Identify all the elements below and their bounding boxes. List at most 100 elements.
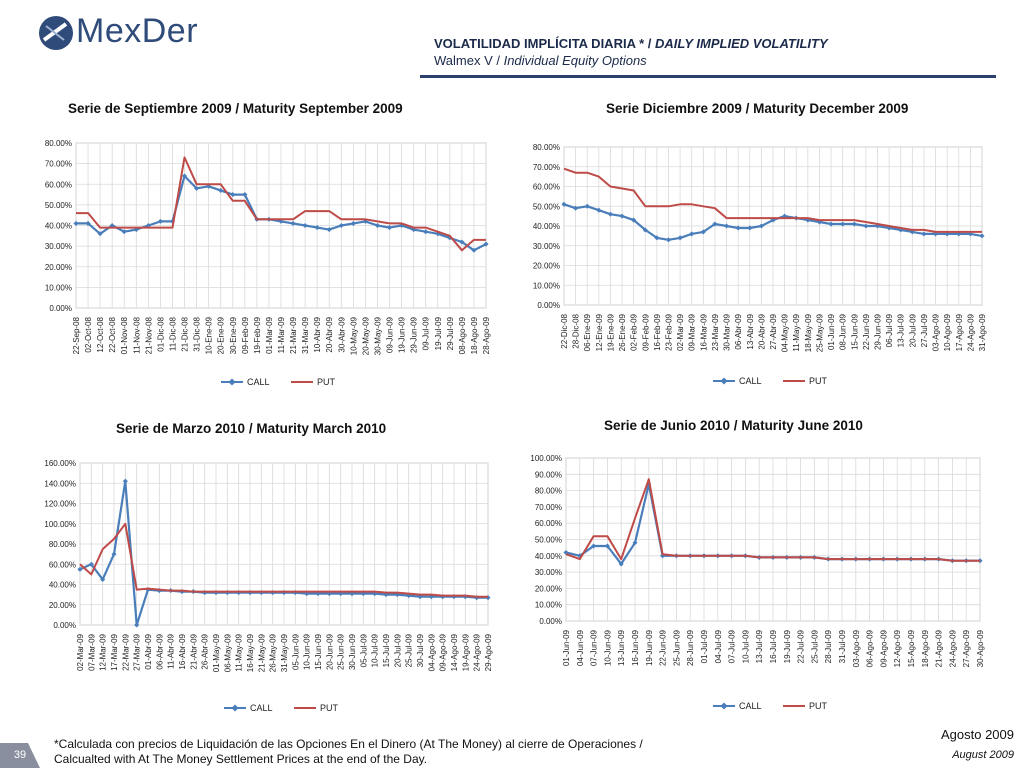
x-tick-label: 30-May-09 [373,316,382,355]
page-title-en: DAILY IMPLIED VOLATILITY [655,36,828,51]
chart-panel-sep-2009: Serie de Septiembre 2009 / Maturity Sept… [28,95,498,395]
call-point [181,173,188,179]
x-tick-label: 03-Ago-09 [932,313,941,351]
y-tick-label: 80.00% [533,143,560,152]
x-tick-label: 31-Dic-08 [193,316,202,351]
call-point [758,223,764,229]
x-tick-label: 30-Ene-09 [229,316,238,354]
y-tick-label: 140.00% [44,479,76,488]
call-point [194,185,200,191]
x-tick-label: 19-Ago-09 [461,633,470,671]
chart-panel-mar-2010: Serie de Marzo 2010 / Maturity March 201… [28,415,498,720]
x-tick-label: 27-Mar-09 [133,633,142,670]
x-tick-label: 09-Feb-09 [641,313,650,350]
x-tick-label: 29-Ago-09 [484,633,493,671]
y-tick-label: 40.00% [533,222,560,231]
x-tick-label: 20-Abr-09 [325,316,334,352]
mexder-logo: MexDer [36,12,198,54]
call-point [230,192,236,198]
call-point [374,222,381,229]
y-tick-label: 70.00% [535,503,562,512]
x-tick-label: 10-Jun-09 [603,629,612,666]
x-tick-label: 07-Jul-09 [728,629,737,663]
x-tick-label: 13-Jul-09 [897,313,906,347]
call-point [100,576,106,582]
x-tick-label: 20-Abr-09 [757,313,766,349]
x-tick-label: 22-Mar-09 [121,633,130,670]
x-tick-label: 16-Mar-09 [699,313,708,350]
y-tick-label: 40.00% [45,222,72,231]
call-point [88,561,94,567]
call-point [654,235,660,241]
x-tick-label: 06-Ene-09 [583,313,592,351]
y-tick-label: 60.00% [533,183,560,192]
x-tick-label: 09-Ago-09 [879,629,888,667]
call-point [459,239,465,245]
x-tick-label: 28-Jun-09 [686,629,695,666]
x-tick-label: 22-Jun-09 [862,313,871,350]
x-tick-label: 19-Ene-09 [606,313,615,351]
y-tick-label: 90.00% [535,470,562,479]
legend-label-put: PUT [809,376,828,386]
date-en: August 2009 [952,749,1014,761]
x-tick-label: 30-Jun-09 [348,633,357,670]
x-tick-label: 10-Ago-09 [943,313,952,351]
x-tick-label: 16-Jun-09 [631,629,640,666]
x-tick-label: 20-May-09 [361,316,370,355]
x-tick-label: 20-Jun-09 [325,633,334,670]
x-tick-label: 21-Mar-09 [289,316,298,353]
x-tick-label: 15-Jul-09 [382,633,391,667]
y-tick-label: 80.00% [535,487,562,496]
y-tick-label: 60.00% [45,180,72,189]
x-tick-label: 26-Abr-09 [201,633,210,669]
x-tick-label: 02-Mar-09 [676,313,685,350]
x-tick-label: 18-Ago-09 [470,316,479,354]
chart-jun-2010: Serie de Junio 2010 / Maturity June 2010… [530,418,985,711]
x-tick-label: 25-Jun-09 [672,629,681,666]
call-point [700,229,706,235]
page-title: VOLATILIDAD IMPLÍCITA DIARIA * / DAILY I… [434,36,828,51]
call-point [423,229,429,235]
x-tick-label: 06-Abr-09 [734,313,743,349]
x-tick-label: 02-Oct-08 [84,316,93,352]
x-tick-label: 08-Jun-09 [839,313,848,350]
legend-marker [231,704,239,712]
x-tick-label: 24-Ago-09 [966,313,975,351]
x-tick-label: 26-Ene-09 [618,313,627,351]
y-tick-label: 50.00% [535,536,562,545]
call-point [302,222,308,229]
x-tick-label: 15-Ago-09 [907,629,916,667]
y-tick-label: 20.00% [535,584,562,593]
x-tick-label: 12-Oct-08 [96,316,105,352]
x-tick-label: 19-Jul-09 [783,629,792,663]
chart-title: Serie de Marzo 2010 / Maturity March 201… [116,421,386,436]
x-tick-label: 10-Ene-09 [205,316,214,354]
y-tick-label: 0.00% [49,304,72,313]
footnote-en: Calcualted with At The Money Settlement … [54,752,428,766]
x-tick-label: 09-Feb-09 [241,316,250,353]
call-point [350,220,356,226]
x-tick-label: 10-Jul-09 [371,633,380,667]
y-tick-label: 20.00% [533,262,560,271]
x-tick-label: 06-Jul-09 [885,313,894,347]
x-tick-label: 21-May-09 [257,633,266,672]
x-tick-label: 20-Ene-09 [217,316,226,354]
x-tick-label: 17-Ago-09 [955,313,964,351]
x-tick-label: 31-Ago-09 [978,313,987,351]
x-tick-label: 07-Mar-09 [87,633,96,670]
legend-marker [720,377,728,385]
call-point [326,227,332,233]
chart-sep-2009: Serie de Septiembre 2009 / Maturity Sept… [45,101,491,387]
x-tick-label: 21-Nov-08 [144,316,153,354]
y-tick-label: 10.00% [535,601,562,610]
x-tick-label: 19-Jul-09 [434,316,443,350]
x-tick-label: 21-Abr-09 [189,633,198,669]
y-tick-label: 10.00% [533,281,560,290]
x-tick-label: 10-Jun-09 [303,633,312,670]
x-tick-label: 01-May-09 [212,633,221,672]
x-tick-label: 22-Oct-08 [108,316,117,352]
x-tick-label: 18-May-09 [804,313,813,352]
x-tick-label: 31-Jul-09 [838,629,847,663]
x-tick-label: 19-Jun-09 [645,629,654,666]
x-tick-label: 11-Dic-08 [168,316,177,351]
